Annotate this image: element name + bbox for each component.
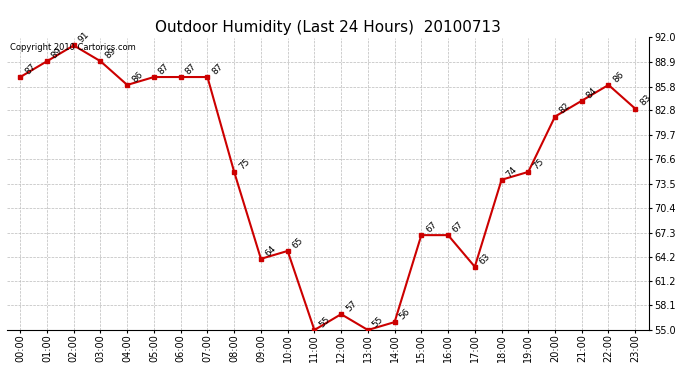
Text: 87: 87: [210, 62, 225, 76]
Text: 86: 86: [611, 70, 626, 84]
Text: 86: 86: [130, 70, 144, 84]
Text: 74: 74: [504, 165, 519, 179]
Text: 75: 75: [531, 157, 546, 171]
Text: 56: 56: [397, 307, 412, 321]
Text: Copyright 2010 Cartorics.com: Copyright 2010 Cartorics.com: [10, 44, 136, 52]
Text: 67: 67: [451, 220, 465, 234]
Text: 87: 87: [184, 62, 198, 76]
Text: 55: 55: [371, 315, 385, 329]
Text: 89: 89: [104, 46, 118, 60]
Text: 91: 91: [77, 30, 91, 45]
Text: 65: 65: [290, 236, 305, 250]
Text: 84: 84: [584, 86, 599, 100]
Text: 67: 67: [424, 220, 439, 234]
Title: Outdoor Humidity (Last 24 Hours)  20100713: Outdoor Humidity (Last 24 Hours) 2010071…: [155, 20, 501, 35]
Text: 83: 83: [638, 93, 653, 108]
Text: 75: 75: [237, 157, 251, 171]
Text: 55: 55: [317, 315, 332, 329]
Text: 64: 64: [264, 244, 278, 258]
Text: 89: 89: [50, 46, 64, 60]
Text: 82: 82: [558, 101, 572, 116]
Text: 87: 87: [23, 62, 37, 76]
Text: 57: 57: [344, 299, 358, 314]
Text: 63: 63: [477, 252, 492, 266]
Text: 87: 87: [157, 62, 171, 76]
